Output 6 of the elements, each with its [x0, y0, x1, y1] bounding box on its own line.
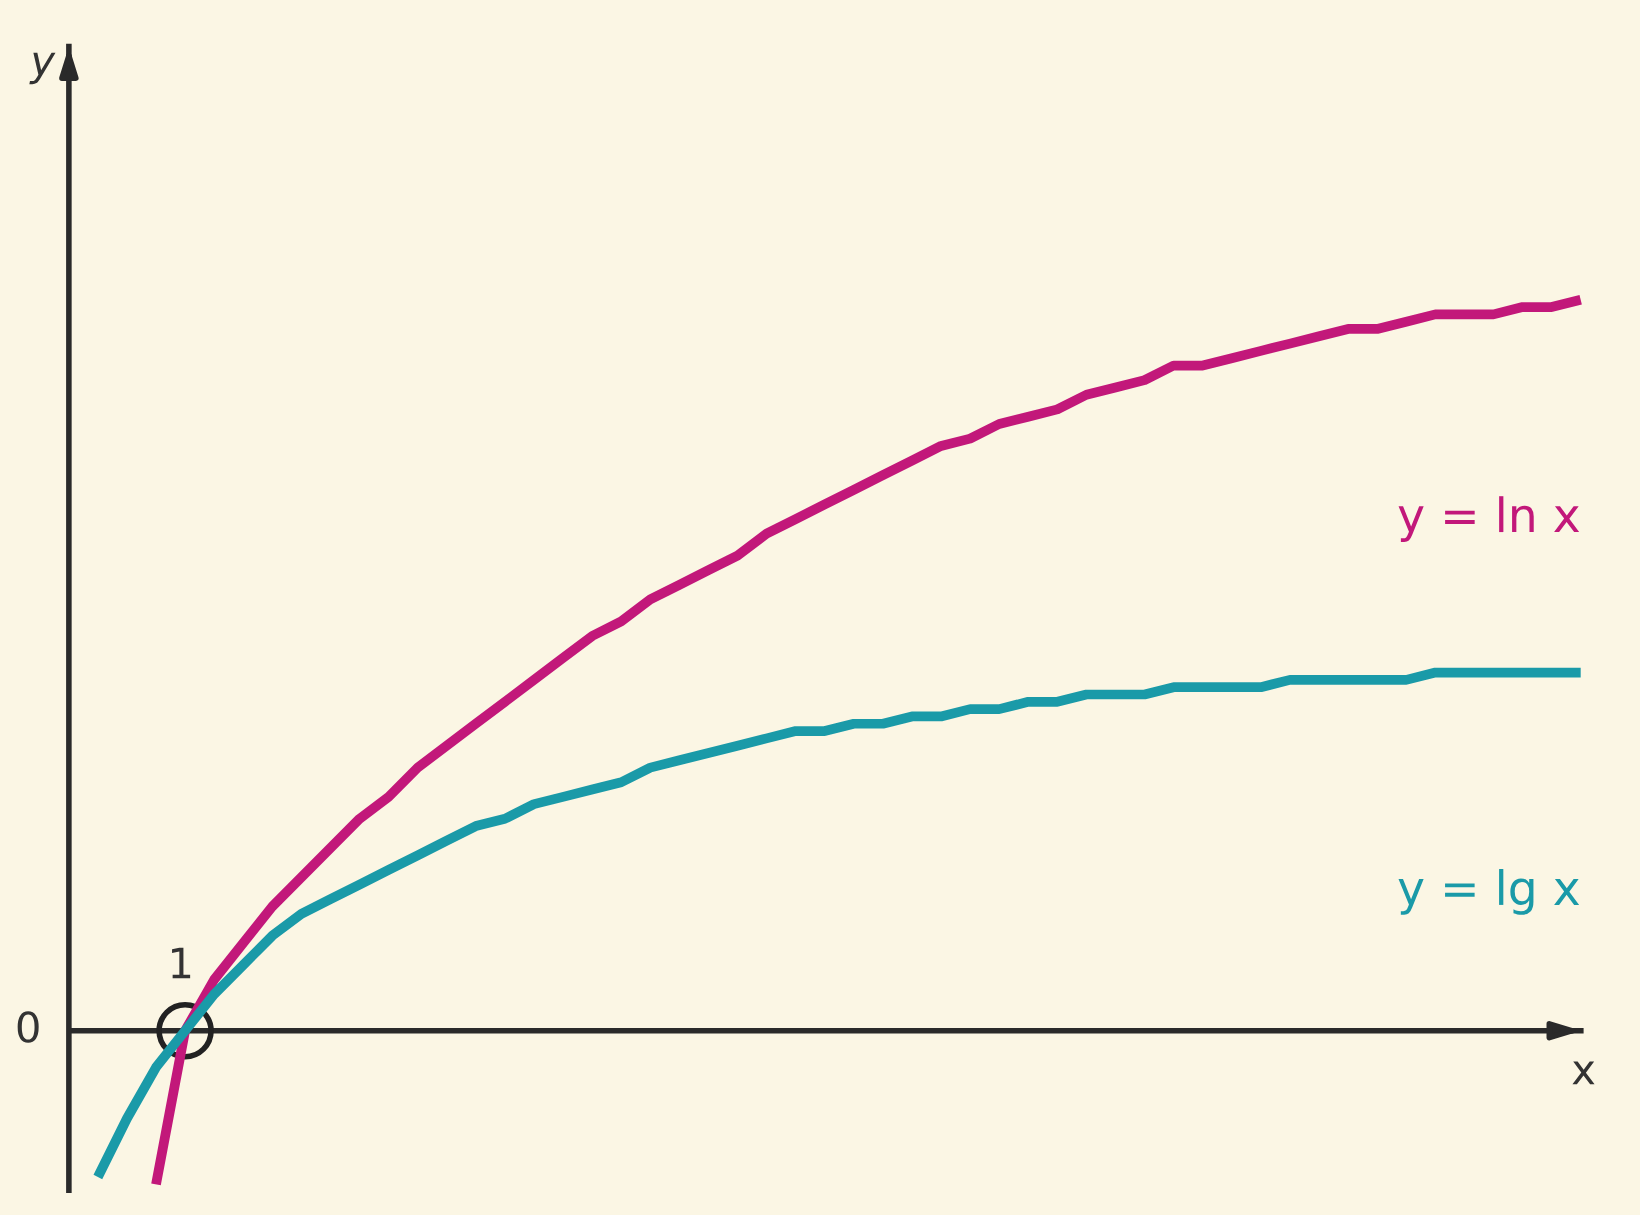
- text: y = lg x: [1398, 869, 1580, 915]
- text: y = ln x: [1398, 496, 1580, 542]
- x-axis-title: x: [1572, 1061, 1595, 1085]
- text: 0: [17, 1011, 39, 1043]
- text: y: [29, 52, 56, 85]
- annotation: 1: [172, 947, 191, 979]
